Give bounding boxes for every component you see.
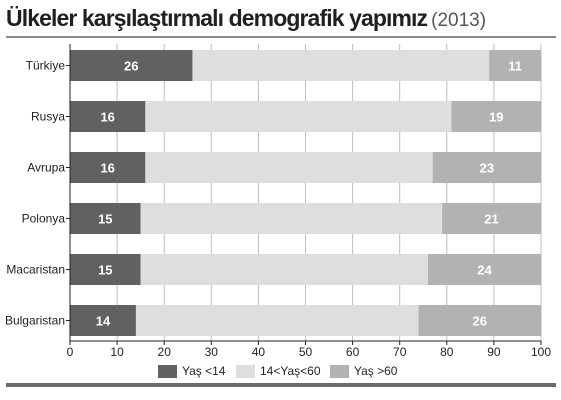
x-tick-label: 40 [252,345,266,359]
legend-label: Yaş >60 [354,364,398,378]
data-label: 19 [489,110,503,125]
x-tick-label: 60 [346,345,360,359]
category-label: Rusya [31,110,65,124]
chart-title-year: (2013) [431,10,487,31]
grid-lines [116,44,542,341]
bar-segment [432,152,541,183]
bar-segment [135,305,419,336]
x-tick-label: 90 [487,345,501,359]
data-label: 21 [484,212,498,227]
chart-title-text: Ülkeler karşılaştırmalı demografik yapım… [6,5,428,31]
bar-segment [427,254,541,285]
data-label: 24 [477,263,492,278]
bar-segment [489,50,541,81]
category-label: Türkiye [26,59,66,73]
data-label: 16 [100,110,114,125]
bar-segment [145,152,433,183]
category-label: Bulgaristan [5,314,65,328]
data-label: 15 [98,263,112,278]
data-label: 15 [98,212,112,227]
bottom-divider [6,383,556,387]
category-label: Macaristan [6,263,65,277]
bar-segment [70,50,193,81]
legend-item: 14<Yaş<60 [236,362,321,380]
x-tick-label: 10 [110,345,124,359]
bar-segment [70,152,146,183]
x-tick-label: 80 [440,345,454,359]
data-label: 16 [100,161,114,176]
legend-item: Yaş >60 [330,362,397,380]
legend-swatch [330,364,349,378]
bar-segment [442,203,541,234]
x-tick-label: 0 [67,345,74,359]
data-label: 23 [480,161,494,176]
data-label: 14 [96,314,111,329]
bar-segment [418,305,541,336]
category-label: Polonya [22,212,66,226]
data-label: 11 [508,59,522,74]
bar-segment [140,203,443,234]
x-tick-label: 70 [393,345,407,359]
legend-item: Yaş <14 [158,362,225,380]
bar-group: 26 11 16 19 16 23 15 21 15 24 14 26 [70,50,541,336]
legend-label: Yaş <14 [182,364,226,378]
bar-segment [145,101,452,132]
bar-segment [70,203,141,234]
chart-title: Ülkeler karşılaştırmalı demografik yapım… [6,5,486,32]
bar-segment [70,305,136,336]
stacked-bar-chart: 26 11 16 19 16 23 15 21 15 24 14 26 0 10 20 30 40 50 60 70… [5,44,551,359]
data-label: 26 [124,59,138,74]
x-tick-label: 30 [205,345,219,359]
legend-label: 14<Yaş<60 [260,364,321,378]
x-tick-label: 50 [299,345,313,359]
category-label: Avrupa [27,161,65,175]
x-tick-label: 20 [158,345,172,359]
legend-swatch [158,364,177,378]
bar-segment [192,50,490,81]
bar-segment [140,254,428,285]
chart-legend: Yaş <14 14<Yaş<60 Yaş >60 [0,362,561,380]
bar-segment [70,254,141,285]
bar-segment [451,101,541,132]
category-axis: Türkiye Rusya Avrupa Polonya Macaristan Bulga… [5,59,70,328]
bar-segment [70,101,146,132]
x-tick-label: 100 [531,345,551,359]
x-axis: 0 10 20 30 40 50 60 70 80 90 100 [67,44,551,359]
data-label: 26 [473,314,487,329]
title-divider [6,36,556,38]
legend-swatch [236,364,255,378]
